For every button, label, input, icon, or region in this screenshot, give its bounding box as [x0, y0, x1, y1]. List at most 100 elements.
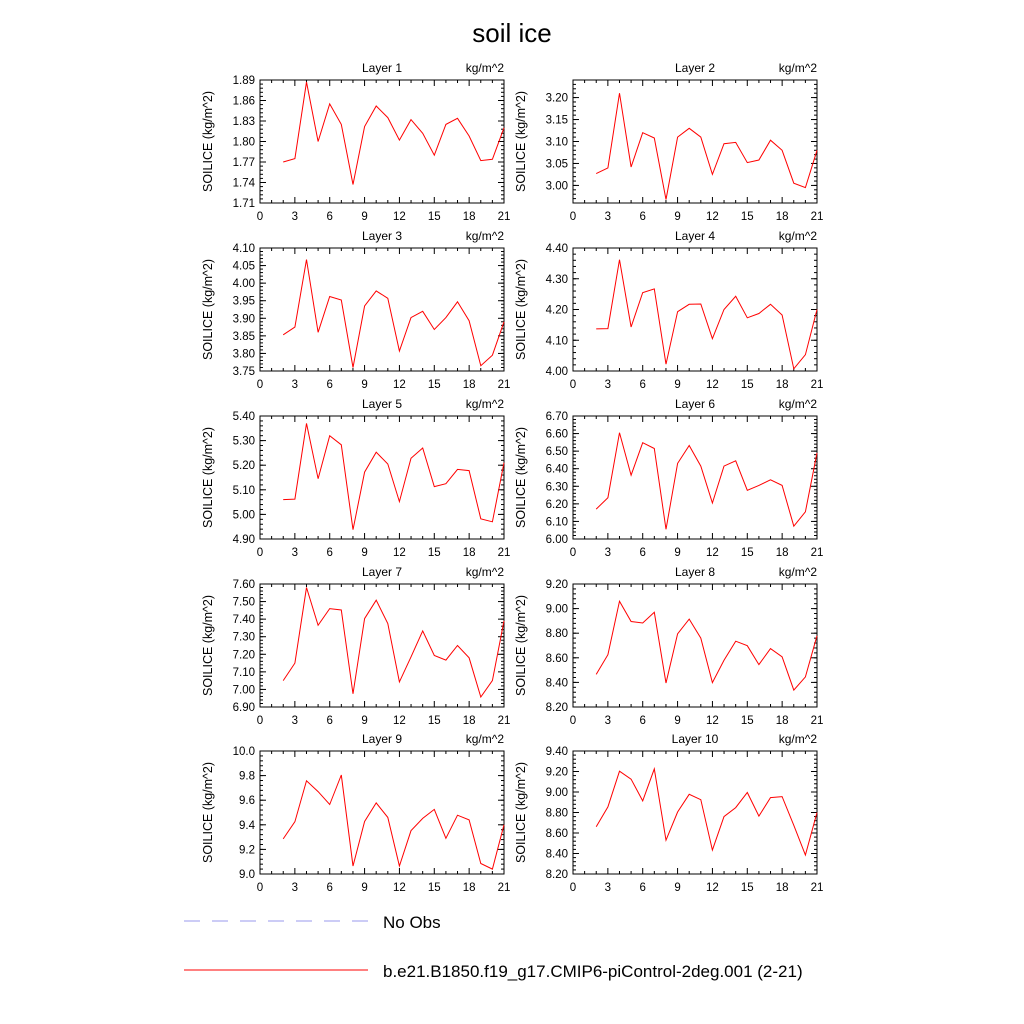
x-tick-label: 15: [741, 715, 754, 727]
series-line: [595, 93, 818, 200]
y-tick-label: 4.10: [233, 243, 255, 255]
panel-layer-7: Layer 7 kg/m^2 0 3 6 9 12 15 18 21 6.90 7.00 7.10 7.2…: [201, 565, 510, 727]
plot-frame: [572, 750, 818, 875]
y-tick-label: 1.80: [233, 137, 255, 149]
panel-title: Layer 4: [675, 229, 715, 243]
series-line: [282, 587, 505, 699]
y-tick-label: 4.05: [233, 261, 255, 273]
y-tick-label: 6.50: [546, 446, 568, 458]
series-line: [282, 774, 505, 870]
y-tick-label: 1.71: [233, 198, 255, 210]
panel-title: Layer 2: [675, 61, 715, 75]
x-tick-label: 0: [570, 211, 576, 223]
y-tick-label: 5.00: [233, 509, 255, 521]
y-tick-label: 9.2: [239, 844, 255, 856]
y-axis-label: SOILICE (kg/m^2): [201, 762, 215, 863]
x-tick-label: 6: [327, 211, 333, 223]
panel-title: Layer 3: [362, 229, 402, 243]
panel-units: kg/m^2: [779, 732, 818, 746]
y-tick-label: 9.00: [546, 604, 568, 616]
panel-units: kg/m^2: [466, 397, 505, 411]
y-axis-label: SOILICE (kg/m^2): [514, 259, 528, 360]
y-tick-label: 3.75: [233, 366, 255, 378]
y-tick-label: 3.05: [546, 158, 568, 170]
panel-units: kg/m^2: [779, 565, 818, 579]
x-tick-label: 21: [498, 547, 511, 559]
series-line: [595, 766, 818, 857]
x-tick-label: 3: [292, 882, 298, 894]
plot-frame: [259, 583, 505, 708]
x-tick-label: 3: [292, 211, 298, 223]
y-tick-label: 9.20: [546, 579, 568, 591]
x-tick-label: 21: [811, 379, 824, 391]
y-tick-label: 9.6: [239, 795, 255, 807]
panel-title: Layer 10: [672, 732, 719, 746]
y-tick-label: 6.70: [546, 411, 568, 423]
panel-layer-8: Layer 8 kg/m^2 0 3 6 9 12 15 18 21 8.20 8.40 8.60 8.8…: [514, 565, 823, 727]
y-tick-label: 8.80: [546, 808, 568, 820]
x-tick-label: 3: [292, 379, 298, 391]
y-tick-label: 7.30: [233, 632, 255, 644]
y-tick-label: 6.60: [546, 429, 568, 441]
y-tick-label: 3.85: [233, 331, 255, 343]
x-tick-label: 21: [498, 882, 511, 894]
x-tick-label: 9: [674, 882, 680, 894]
panel-layer-1: Layer 1 kg/m^2 0 3 6 9 12 15 18 21 1.71 1.74 1.77 1.8…: [201, 61, 510, 223]
panel-units: kg/m^2: [466, 565, 505, 579]
y-axis-label: SOILICE (kg/m^2): [201, 595, 215, 696]
series-line: [596, 259, 818, 370]
x-tick-label: 3: [292, 715, 298, 727]
x-tick-label: 3: [605, 882, 611, 894]
panel-title: Layer 8: [675, 565, 715, 579]
y-tick-label: 5.30: [233, 436, 255, 448]
y-tick-label: 7.20: [233, 649, 255, 661]
x-tick-label: 15: [741, 211, 754, 223]
figure-title: soil ice: [472, 18, 551, 48]
legend: No Obs b.e21.B1850.f19_g17.CMIP6-piContr…: [184, 913, 803, 981]
y-axis-label: SOILICE (kg/m^2): [514, 91, 528, 192]
panel-layer-2: Layer 2 kg/m^2 0 3 6 9 12 15 18 21 3.00 3.05 3.10 3.1…: [514, 61, 823, 223]
panel-units: kg/m^2: [779, 229, 818, 243]
x-tick-label: 18: [776, 547, 789, 559]
plot-frame: [259, 415, 505, 540]
x-tick-label: 0: [570, 547, 576, 559]
x-tick-label: 15: [428, 715, 441, 727]
plot-frame: [259, 247, 505, 372]
x-tick-label: 12: [706, 715, 719, 727]
y-tick-label: 7.00: [233, 684, 255, 696]
x-tick-label: 0: [570, 715, 576, 727]
x-tick-label: 12: [706, 547, 719, 559]
x-tick-label: 0: [257, 715, 263, 727]
y-tick-label: 8.40: [546, 677, 568, 689]
y-tick-label: 4.20: [546, 305, 568, 317]
y-tick-label: 6.90: [233, 702, 255, 714]
y-axis-label: SOILICE (kg/m^2): [201, 259, 215, 360]
x-tick-label: 15: [741, 379, 754, 391]
y-tick-label: 5.10: [233, 485, 255, 497]
plot-frame: [259, 79, 505, 204]
x-tick-label: 9: [674, 211, 680, 223]
y-tick-label: 8.20: [546, 702, 568, 714]
x-tick-label: 6: [640, 547, 646, 559]
x-tick-label: 0: [257, 547, 263, 559]
panels-grid: Layer 1 kg/m^2 0 3 6 9 12 15 18 21 1.71 1.74 1.77 1.8…: [201, 61, 823, 894]
plot-frame: [572, 247, 818, 372]
y-tick-label: 6.20: [546, 499, 568, 511]
y-tick-label: 8.60: [546, 828, 568, 840]
x-tick-label: 12: [706, 882, 719, 894]
x-tick-label: 18: [776, 379, 789, 391]
x-tick-label: 15: [741, 882, 754, 894]
panel-layer-4: Layer 4 kg/m^2 0 3 6 9 12 15 18 21 4.00 4.10 4.20 4.3…: [514, 229, 823, 391]
y-tick-label: 6.00: [546, 534, 568, 546]
y-tick-label: 7.40: [233, 614, 255, 626]
plot-frame: [572, 583, 818, 708]
x-tick-label: 6: [327, 882, 333, 894]
y-tick-label: 4.90: [233, 534, 255, 546]
x-tick-label: 12: [393, 715, 406, 727]
panel-title: Layer 7: [362, 565, 402, 579]
series-line: [283, 81, 505, 185]
plot-frame: [572, 415, 818, 540]
x-tick-label: 9: [361, 379, 367, 391]
y-tick-label: 9.00: [546, 787, 568, 799]
x-tick-label: 18: [463, 715, 476, 727]
